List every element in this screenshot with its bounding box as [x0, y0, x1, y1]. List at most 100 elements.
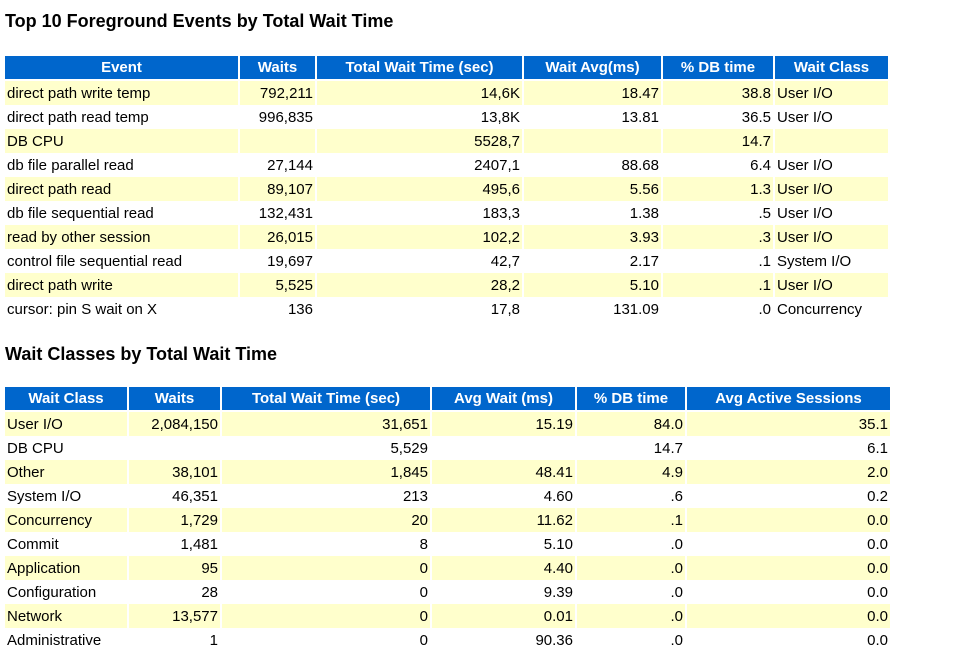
cell-pct-db-time: .0: [577, 556, 685, 580]
col-header-waits[interactable]: Waits: [129, 387, 220, 412]
table-row: Administrative 1 0 90.36.0 0.0: [5, 628, 890, 652]
cell-pct-db-time: .5: [663, 201, 773, 225]
col-header-total-wait-time[interactable]: Total Wait Time (sec): [317, 56, 522, 81]
cell-pct-db-time: .3: [663, 225, 773, 249]
cell-avg-wait: 4.40: [432, 556, 575, 580]
cell-waits: 27,144: [240, 153, 315, 177]
table-row: read by other session 26,015 102,2 3.93.3 Us…: [5, 225, 888, 249]
cell-wait-avg: 2.17: [524, 249, 661, 273]
cell-wait-avg: 13.81: [524, 105, 661, 129]
table-header-row: Event Waits Total Wait Time (sec) Wait A…: [5, 56, 888, 81]
table-row: Network 13,577 0 0.01.0 0.0: [5, 604, 890, 628]
col-header-avg-wait[interactable]: Avg Wait (ms): [432, 387, 575, 412]
cell-total-wait-time: 0: [222, 604, 430, 628]
col-header-wait-class[interactable]: Wait Class: [5, 387, 127, 412]
cell-wait-avg: 131.09: [524, 297, 661, 321]
table-row: DB CPU 5,529 14.7 6.1: [5, 436, 890, 460]
cell-event: direct path read temp: [5, 105, 238, 129]
cell-avg-active-sessions: 0.0: [687, 508, 890, 532]
table-row: direct path write 5,525 28,2 5.10.1 User I/O: [5, 273, 888, 297]
table-row: direct path read 89,107 495,6 5.56 1.3 User I…: [5, 177, 888, 201]
cell-wait-class: Network: [5, 604, 127, 628]
cell-pct-db-time: 14.7: [577, 436, 685, 460]
col-header-avg-active-sessions[interactable]: Avg Active Sessions: [687, 387, 890, 412]
cell-pct-db-time: 38.8: [663, 81, 773, 105]
cell-pct-db-time: .1: [663, 273, 773, 297]
cell-avg-active-sessions: 35.1: [687, 412, 890, 436]
cell-wait-class: Other: [5, 460, 127, 484]
cell-wait-class: User I/O: [775, 105, 888, 129]
cell-waits: 136: [240, 297, 315, 321]
cell-total-wait-time: 17,8: [317, 297, 522, 321]
table-row: db file parallel read 27,144 2407,1 88.68 6.…: [5, 153, 888, 177]
top-events-title: Top 10 Foreground Events by Total Wait T…: [5, 11, 394, 31]
col-header-waits[interactable]: Waits: [240, 56, 315, 81]
table-row: Configuration 28 0 9.39.0 0.0: [5, 580, 890, 604]
cell-pct-db-time: .0: [663, 297, 773, 321]
table-row: Other 38,101 1,845 48.41 4.9 2.0: [5, 460, 890, 484]
cell-wait-class: Application: [5, 556, 127, 580]
cell-total-wait-time: 0: [222, 556, 430, 580]
cell-total-wait-time: 8: [222, 532, 430, 556]
cell-wait-class: [775, 129, 888, 153]
cell-wait-avg: 5.10: [524, 273, 661, 297]
cell-total-wait-time: 495,6: [317, 177, 522, 201]
cell-pct-db-time: 6.4: [663, 153, 773, 177]
table-row: Commit 1,481 8 5.10.0 0.0: [5, 532, 890, 556]
cell-wait-avg: 18.47: [524, 81, 661, 105]
table-row: direct path read temp 996,835 13,8K 13.81 36…: [5, 105, 888, 129]
cell-pct-db-time: 4.9: [577, 460, 685, 484]
cell-avg-wait: [432, 436, 575, 460]
col-header-pct-db-time[interactable]: % DB time: [577, 387, 685, 412]
cell-wait-class: Concurrency: [5, 508, 127, 532]
cell-wait-class: User I/O: [775, 81, 888, 105]
cell-pct-db-time: .1: [577, 508, 685, 532]
cell-avg-wait: 5.10: [432, 532, 575, 556]
col-header-wait-class[interactable]: Wait Class: [775, 56, 888, 81]
cell-total-wait-time: 5528,7: [317, 129, 522, 153]
cell-waits: 1: [129, 628, 220, 652]
cell-wait-class: System I/O: [5, 484, 127, 508]
wait-classes-title: Wait Classes by Total Wait Time: [5, 344, 278, 364]
table-row: Application 95 0 4.40.0 0.0: [5, 556, 890, 580]
cell-event: direct path write: [5, 273, 238, 297]
cell-total-wait-time: 213: [222, 484, 430, 508]
cell-waits: [240, 129, 315, 153]
cell-wait-class: Concurrency: [775, 297, 888, 321]
cell-total-wait-time: 13,8K: [317, 105, 522, 129]
col-header-pct-db-time[interactable]: % DB time: [663, 56, 773, 81]
cell-waits: 996,835: [240, 105, 315, 129]
cell-wait-class: User I/O: [5, 412, 127, 436]
cell-wait-class: Configuration: [5, 580, 127, 604]
cell-pct-db-time: 36.5: [663, 105, 773, 129]
cell-total-wait-time: 28,2: [317, 273, 522, 297]
cell-total-wait-time: 31,651: [222, 412, 430, 436]
cell-wait-avg: 1.38: [524, 201, 661, 225]
cell-waits: 28: [129, 580, 220, 604]
top-events-table: Event Waits Total Wait Time (sec) Wait A…: [3, 56, 890, 321]
cell-wait-class: User I/O: [775, 225, 888, 249]
cell-avg-wait: 4.60: [432, 484, 575, 508]
table-row: Concurrency 1,729 20 11.62.1 0.0: [5, 508, 890, 532]
cell-avg-active-sessions: 0.0: [687, 604, 890, 628]
table-row: db file sequential read 132,431 183,3 1.38.…: [5, 201, 888, 225]
cell-waits: [129, 436, 220, 460]
cell-waits: 792,211: [240, 81, 315, 105]
cell-pct-db-time: 14.7: [663, 129, 773, 153]
col-header-total-wait-time[interactable]: Total Wait Time (sec): [222, 387, 430, 412]
cell-avg-wait: 90.36: [432, 628, 575, 652]
cell-pct-db-time: 1.3: [663, 177, 773, 201]
cell-wait-class: User I/O: [775, 153, 888, 177]
col-header-wait-avg[interactable]: Wait Avg(ms): [524, 56, 661, 81]
cell-pct-db-time: .1: [663, 249, 773, 273]
cell-wait-avg: 3.93: [524, 225, 661, 249]
table-header-row: Wait Class Waits Total Wait Time (sec) A…: [5, 387, 890, 412]
col-header-event[interactable]: Event: [5, 56, 238, 81]
cell-wait-class: User I/O: [775, 201, 888, 225]
cell-total-wait-time: 14,6K: [317, 81, 522, 105]
cell-event: direct path write temp: [5, 81, 238, 105]
cell-waits: 2,084,150: [129, 412, 220, 436]
cell-wait-class: User I/O: [775, 273, 888, 297]
cell-total-wait-time: 0: [222, 628, 430, 652]
cell-pct-db-time: 84.0: [577, 412, 685, 436]
